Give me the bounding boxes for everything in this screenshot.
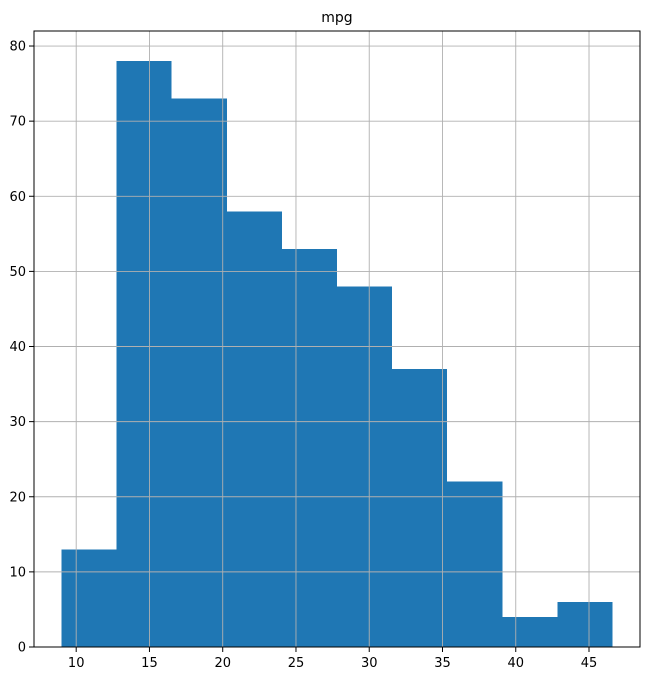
y-tick-label: 50: [9, 265, 26, 280]
x-tick-label: 25: [288, 656, 305, 671]
histogram-bar: [447, 482, 502, 647]
x-tick-label: 35: [434, 656, 451, 671]
x-tick-label: 20: [214, 656, 231, 671]
histogram-bar: [502, 617, 557, 647]
x-tick-label: 30: [361, 656, 378, 671]
histogram-bar: [282, 249, 337, 647]
y-tick-label: 0: [18, 641, 26, 656]
y-tick-label: 70: [9, 115, 26, 130]
y-tick-label: 40: [9, 340, 26, 355]
y-tick-label: 30: [9, 415, 26, 430]
x-tick-label: 10: [68, 656, 85, 671]
y-tick-label: 60: [9, 190, 26, 205]
histogram-bar: [557, 602, 612, 647]
y-tick-label: 80: [9, 40, 26, 55]
x-tick-label: 15: [141, 656, 158, 671]
histogram-bar: [172, 99, 227, 647]
histogram-bar: [392, 369, 447, 647]
y-tick-label: 10: [9, 565, 26, 580]
histogram-bar: [227, 211, 282, 647]
y-tick-label: 20: [9, 490, 26, 505]
histogram-bar: [337, 286, 392, 647]
histogram-bar: [62, 549, 117, 647]
x-tick-label: 45: [581, 656, 598, 671]
x-tick-label: 40: [507, 656, 524, 671]
chart-title: mpg: [321, 10, 352, 26]
histogram-bar: [117, 61, 172, 647]
